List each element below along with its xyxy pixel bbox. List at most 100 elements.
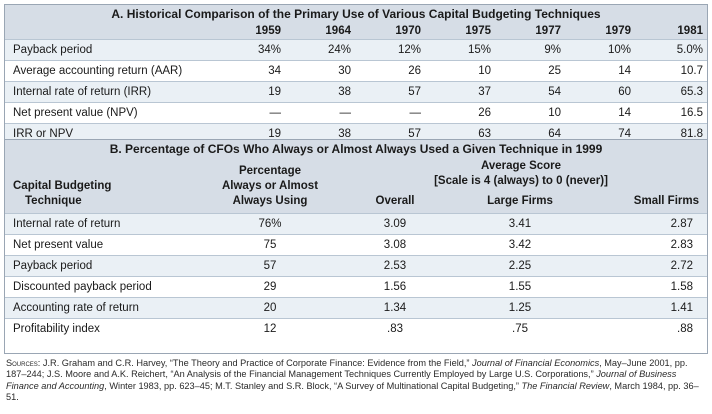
cell: 54: [495, 81, 565, 103]
cell: 20: [205, 296, 335, 318]
row-label: Average accounting return (AAR): [5, 60, 215, 82]
overall-header: Overall: [375, 194, 415, 207]
cell: 1.55: [455, 275, 585, 297]
sources-label: Sources:: [6, 358, 41, 368]
cell: 34: [215, 60, 285, 82]
row-label: Internal rate of return: [5, 212, 205, 234]
cell: 1.34: [335, 296, 455, 318]
cell: 57: [355, 81, 425, 103]
cell: 37: [425, 81, 495, 103]
section-b-header-row: Capital Budgeting Technique Percentage A…: [5, 157, 707, 207]
cell: 3.42: [455, 233, 585, 255]
cell: 38: [285, 123, 355, 144]
cell: 10.7: [635, 60, 707, 82]
small-firms-header: Small Firms: [633, 194, 699, 207]
row-label: Payback period: [5, 254, 205, 276]
cell: 81.8: [635, 123, 707, 144]
sources-text: J.R. Graham and C.R. Harvey, “The Theory…: [40, 358, 473, 368]
technique-header: Capital Budgeting Technique: [5, 157, 205, 213]
header-line: [Scale is 4 (always) to 0 (never)]: [434, 175, 608, 187]
table-row: Internal rate of return (IRR) 19 38 57 3…: [5, 81, 707, 103]
cell: 2.25: [455, 254, 585, 276]
table-row: Internal rate of return 76% 3.09 3.41 2.…: [5, 212, 707, 234]
cell: 2.83: [585, 233, 707, 255]
row-label: Net present value (NPV): [5, 102, 215, 124]
table-row: Accounting rate of return 20 1.34 1.25 1…: [5, 296, 707, 318]
section-b-title: B. Percentage of CFOs Who Always or Almo…: [5, 139, 707, 157]
year-header: 1981: [677, 25, 703, 37]
year-header: 1979: [605, 25, 631, 37]
row-label: Internal rate of return (IRR): [5, 81, 215, 103]
cell: 5.0%: [635, 39, 707, 61]
year-header: 1959: [255, 25, 281, 37]
cell: 25: [495, 60, 565, 82]
cell: 57: [355, 123, 425, 144]
cell: 12%: [355, 39, 425, 61]
cell: 16.5: [635, 102, 707, 124]
year-header: 1975: [465, 25, 491, 37]
row-label: Discounted payback period: [5, 275, 205, 297]
table-row: IRR or NPV 19 38 57 63 64 74 81.8: [5, 123, 707, 144]
header-line: Capital Budgeting: [13, 179, 112, 192]
cell: 24%: [285, 39, 355, 61]
cell: 26: [425, 102, 495, 124]
percentage-header: Percentage Always or Almost Always Using: [205, 157, 335, 213]
cell: 3.09: [335, 212, 455, 234]
cell: 14: [565, 60, 635, 82]
cell: 2.87: [585, 212, 707, 234]
cell: 38: [285, 81, 355, 103]
cell: 76%: [205, 212, 335, 234]
cell: 75: [205, 233, 335, 255]
row-label: Net present value: [5, 233, 205, 255]
row-label: Payback period: [5, 39, 215, 61]
cell: 1.41: [585, 296, 707, 318]
cell: 60: [565, 81, 635, 103]
table-row: Net present value 75 3.08 3.42 2.83: [5, 233, 707, 255]
cell: 3.08: [335, 233, 455, 255]
year-header-row: 1959 1964 1970 1975 1977 1979 1981: [5, 23, 707, 40]
cell: 26: [355, 60, 425, 82]
row-label: Profitability index: [5, 317, 205, 339]
cell: 3.41: [455, 212, 585, 234]
header-line: Percentage: [238, 164, 301, 177]
cell: —: [285, 102, 355, 124]
cell: 64: [495, 123, 565, 144]
sources-note: Sources: J.R. Graham and C.R. Harvey, “T…: [6, 358, 706, 403]
header-line: Technique: [25, 194, 82, 207]
table-row: Average accounting return (AAR) 34 30 26…: [5, 60, 707, 82]
cell: 9%: [495, 39, 565, 61]
cell: 1.25: [455, 296, 585, 318]
year-header: 1977: [535, 25, 561, 37]
table-row: Discounted payback period 29 1.56 1.55 1…: [5, 275, 707, 297]
section-a-table: 1959 1964 1970 1975 1977 1979 1981 Payba…: [5, 23, 707, 144]
cell: 2.72: [585, 254, 707, 276]
section-b-table: Capital Budgeting Technique Percentage A…: [5, 157, 707, 339]
section-a-title: A. Historical Comparison of the Primary …: [5, 5, 707, 23]
table-row: Payback period 34% 24% 12% 15% 9% 10% 5.…: [5, 39, 707, 61]
cell: 74: [565, 123, 635, 144]
cell: 12: [205, 317, 335, 339]
cell: 10: [495, 102, 565, 124]
journal-title: Journal of Financial Economics: [472, 358, 600, 368]
cell: 34%: [215, 39, 285, 61]
year-header: 1970: [395, 25, 421, 37]
average-score-header: Average Score [Scale is 4 (always) to 0 …: [335, 157, 707, 191]
cell: 57: [205, 254, 335, 276]
cell: 65.3: [635, 81, 707, 103]
cell: .88: [585, 317, 707, 339]
row-label: IRR or NPV: [5, 123, 215, 144]
header-line: Always or Almost: [221, 179, 319, 192]
table-row: Net present value (NPV) — — — 26 10 14 1…: [5, 102, 707, 124]
capital-budgeting-table: A. Historical Comparison of the Primary …: [4, 4, 708, 354]
cell: 63: [425, 123, 495, 144]
cell: —: [355, 102, 425, 124]
cell: .75: [455, 317, 585, 339]
large-firms-header: Large Firms: [487, 194, 553, 207]
cell: 30: [285, 60, 355, 82]
cell: 19: [215, 123, 285, 144]
header-line: Always Using: [232, 194, 308, 207]
cell: 14: [565, 102, 635, 124]
cell: 29: [205, 275, 335, 297]
cell: —: [215, 102, 285, 124]
journal-title: The Financial Review: [521, 380, 610, 391]
